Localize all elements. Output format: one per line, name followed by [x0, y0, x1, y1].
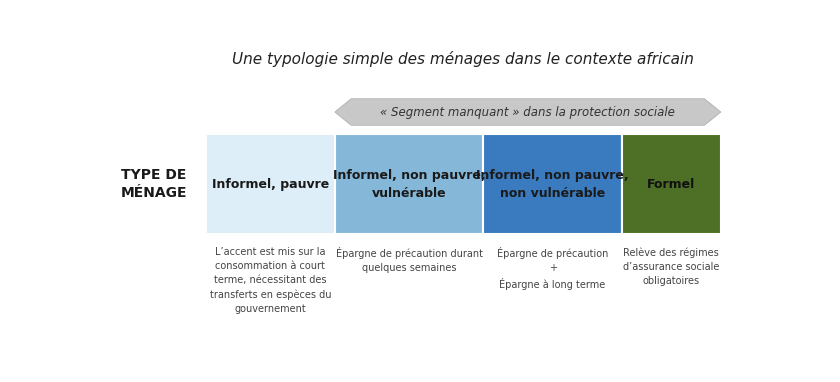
- Polygon shape: [335, 99, 721, 125]
- Text: Formel: Formel: [648, 178, 696, 191]
- Text: Une typologie simple des ménages dans le contexte africain: Une typologie simple des ménages dans le…: [232, 51, 694, 67]
- Bar: [483, 134, 622, 234]
- Text: L’accent est mis sur la
consommation à court
terme, nécessitant des
transferts e: L’accent est mis sur la consommation à c…: [210, 247, 331, 314]
- Text: Informel, pauvre: Informel, pauvre: [212, 178, 329, 191]
- Text: Informel, non pauvre,
vulnérable: Informel, non pauvre, vulnérable: [333, 168, 486, 199]
- Text: Épargne de précaution durant
quelques semaines: Épargne de précaution durant quelques se…: [335, 247, 482, 274]
- Text: « Segment manquant » dans la protection sociale: « Segment manquant » dans la protection …: [381, 105, 675, 118]
- Text: Relève des régimes
d’assurance sociale
obligatoires: Relève des régimes d’assurance sociale o…: [623, 247, 720, 286]
- Bar: [206, 134, 335, 234]
- Bar: [335, 134, 483, 234]
- Bar: [622, 134, 721, 234]
- Text: Épargne de précaution
+
Épargne à long terme: Épargne de précaution + Épargne à long t…: [497, 247, 608, 290]
- Text: TYPE DE
MÉNAGE: TYPE DE MÉNAGE: [121, 168, 187, 200]
- Text: Informel, non pauvre,
non vulnérable: Informel, non pauvre, non vulnérable: [476, 168, 629, 199]
